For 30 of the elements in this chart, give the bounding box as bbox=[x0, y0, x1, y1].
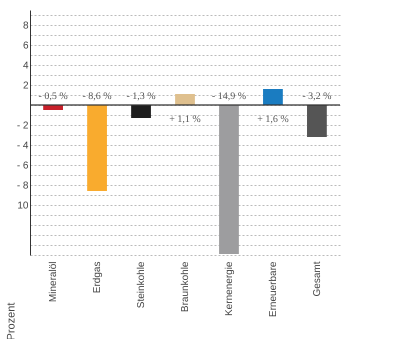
x-tick-label: Braunkohle bbox=[180, 261, 191, 312]
x-tick-label: Erneuerbare bbox=[268, 261, 279, 318]
data-label: + 1,6 % bbox=[257, 114, 289, 125]
bar bbox=[219, 105, 239, 254]
x-tick-label: Erdgas bbox=[92, 262, 104, 294]
bar bbox=[175, 94, 195, 105]
y-tick-label: 2 bbox=[22, 80, 29, 92]
data-label: - 3,2 % bbox=[302, 91, 332, 102]
bar bbox=[87, 105, 107, 191]
y-tick-label: 6 bbox=[22, 40, 29, 52]
y-tick-label: - 2 bbox=[16, 120, 29, 132]
data-label: - 14,9 % bbox=[212, 91, 246, 102]
data-label: + 1,1 % bbox=[169, 114, 201, 125]
x-tick-label: Mineralöl bbox=[48, 262, 60, 302]
x-tick-label: Kernenergie bbox=[224, 261, 235, 316]
data-label: - 0,5 % bbox=[38, 91, 68, 102]
data-label: - 1,3 % bbox=[126, 91, 156, 102]
bar bbox=[131, 105, 151, 118]
y-tick-label: - 4 bbox=[16, 140, 29, 152]
bar bbox=[307, 105, 327, 137]
x-tick-label: Gesamt bbox=[312, 261, 323, 297]
y-tick-label: 4 bbox=[22, 60, 29, 72]
bar bbox=[43, 105, 63, 110]
bar bbox=[263, 89, 283, 105]
x-tick-label: Steinkohle bbox=[136, 261, 148, 308]
data-label: - 8,6 % bbox=[82, 91, 112, 102]
y-tick-label: - 6 bbox=[16, 160, 29, 172]
y-tick-label: - 8 bbox=[16, 180, 29, 192]
y-tick-label: 10 bbox=[17, 200, 29, 212]
y-tick-label: 8 bbox=[22, 20, 29, 32]
